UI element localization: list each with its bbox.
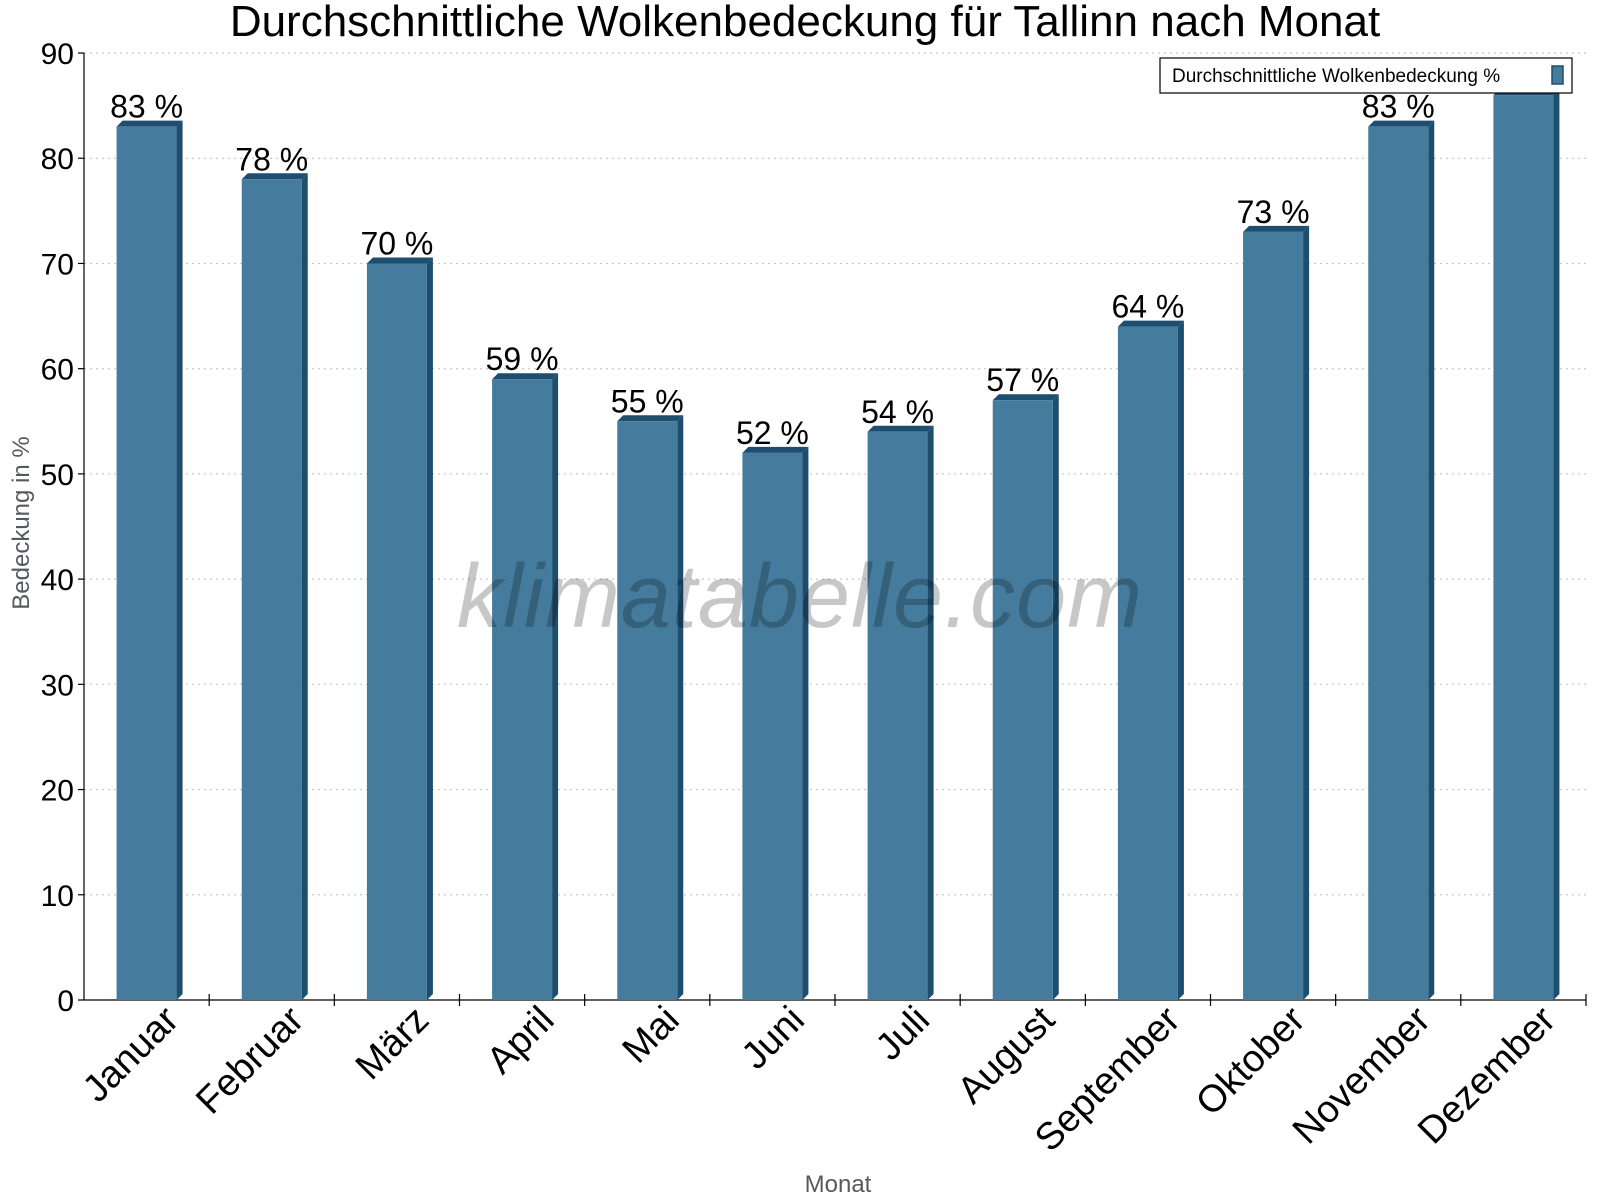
bar-side (1177, 320, 1184, 1001)
bar (241, 173, 308, 1000)
x-axis: Januar Februar März April Mai Juni Juli AugustS… (75, 994, 1587, 1160)
legend: Durchschnittliche Wolkenbedeckung % (1159, 57, 1573, 94)
x-tick-label: April (479, 999, 562, 1082)
data-label: 73 % (1237, 194, 1310, 230)
bar (116, 120, 183, 1000)
bar-top (1117, 320, 1184, 327)
bar-side (301, 173, 308, 1000)
bar-front (1243, 231, 1304, 1000)
bar-top (617, 415, 684, 422)
data-label: 57 % (986, 362, 1059, 398)
y-tick-label: 10 (41, 880, 74, 913)
bar (992, 394, 1059, 1000)
bar-front (1368, 126, 1429, 1000)
bar-front (366, 263, 427, 1000)
data-labels: 83 % 78 % 70 % 59 % 55 % 52 % 54 % 57 % 64 % 73 %… (110, 57, 1560, 451)
bar (366, 257, 433, 1000)
bar-front (492, 379, 553, 1000)
data-label: 55 % (611, 383, 684, 419)
bar (867, 425, 934, 1000)
bar-side (1052, 394, 1059, 1000)
legend-box (1159, 57, 1573, 94)
bar-front (1493, 95, 1554, 1001)
data-label: 70 % (360, 225, 433, 261)
bar-top (1243, 225, 1310, 232)
data-label: 78 % (235, 141, 308, 177)
bar (1493, 89, 1560, 1001)
chart-title: Durchschnittliche Wolkenbedeckung für Ta… (230, 0, 1380, 46)
data-label: 52 % (736, 415, 809, 451)
legend-swatch (1551, 65, 1564, 85)
bar-top (366, 257, 433, 264)
data-label: 54 % (861, 394, 934, 430)
data-label: 59 % (486, 341, 559, 377)
y-tick-label: 40 (41, 564, 74, 597)
y-tick-label: 60 (41, 354, 74, 387)
gridlines (84, 52, 1586, 896)
bar-front (1117, 326, 1178, 1001)
x-tick-label: Februar (188, 998, 312, 1122)
bar-side (677, 415, 684, 1000)
bar-top (992, 394, 1059, 401)
bar (1117, 320, 1184, 1001)
x-tick-label: August (950, 998, 1064, 1112)
bar-side (552, 373, 559, 1000)
bar-top (241, 173, 308, 180)
x-axis-title: Monat (805, 1171, 872, 1198)
y-axis: 0 10 20 30 40 50 60 70 80 90 (41, 38, 85, 1018)
x-tick-label: Mai (615, 999, 688, 1072)
bar-top (867, 425, 934, 432)
bar (742, 446, 809, 1000)
y-tick-label: 0 (57, 985, 74, 1018)
bar-side (802, 446, 809, 1000)
bar-top (1368, 120, 1435, 127)
legend-label: Durchschnittliche Wolkenbedeckung % (1172, 66, 1500, 87)
bar-series (116, 89, 1560, 1001)
bar-front (742, 452, 803, 1000)
x-tick-label: Dezember (1410, 998, 1564, 1152)
bar-front (116, 126, 177, 1000)
y-tick-label: 30 (41, 669, 74, 702)
bar-top (742, 446, 809, 453)
bar-side (1553, 89, 1560, 1001)
bar-side (176, 120, 183, 1000)
bar (492, 373, 559, 1000)
y-tick-label: 80 (41, 143, 74, 176)
y-tick-label: 50 (41, 459, 74, 492)
bar-top (116, 120, 183, 127)
y-tick-label: 20 (41, 775, 74, 808)
y-axis-title: Bedeckung in % (8, 436, 35, 609)
x-tick-label: Oktober (1188, 998, 1314, 1124)
data-label: 64 % (1111, 289, 1184, 325)
bar (1243, 225, 1310, 1000)
y-tick-label: 90 (41, 38, 74, 71)
bar-side (1303, 225, 1310, 1000)
data-label: 83 % (1362, 89, 1435, 125)
x-tick-label: März (348, 999, 437, 1088)
bar-front (241, 179, 302, 1000)
bar-front (867, 431, 928, 1000)
watermark: klimatabelle.com (457, 547, 1143, 647)
bar-top (492, 373, 559, 380)
bar-front (617, 421, 678, 1000)
y-tick-label: 70 (41, 248, 74, 281)
bar-front (992, 400, 1053, 1000)
x-tick-label: Juli (868, 999, 938, 1069)
bar-side (927, 425, 934, 1000)
x-tick-label: Januar (75, 998, 187, 1110)
data-label: 83 % (110, 89, 183, 125)
bar-side (1428, 120, 1435, 1000)
x-tick-label: Juni (734, 999, 813, 1078)
bar-side (426, 257, 433, 1000)
bar (1368, 120, 1435, 1000)
bar (617, 415, 684, 1000)
